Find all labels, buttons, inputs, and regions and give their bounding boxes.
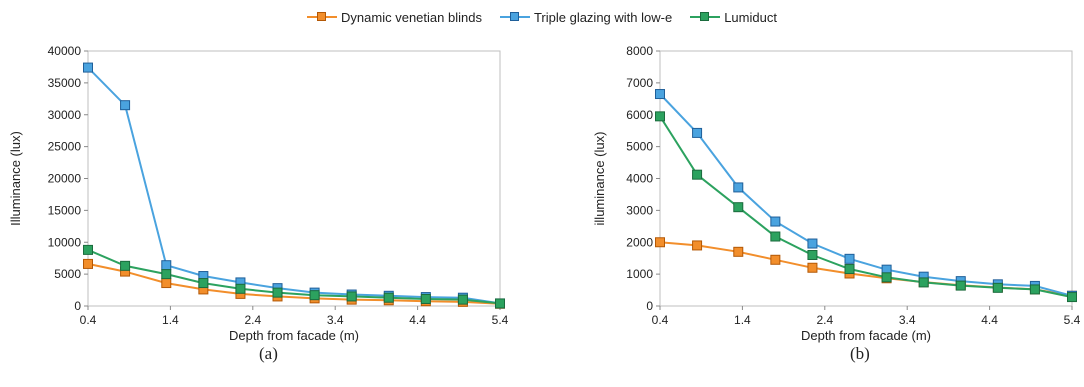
y-tick-label: 30000 — [48, 108, 82, 122]
y-tick-label: 1000 — [626, 267, 653, 281]
data-point — [844, 253, 855, 264]
y-tick-label: 25000 — [48, 140, 82, 154]
data-point — [83, 258, 93, 269]
data-point — [770, 254, 781, 265]
y-tick-label: 3000 — [626, 203, 653, 217]
legend-item-lumiduct: Lumiduct — [690, 10, 777, 25]
data-point — [881, 272, 892, 283]
data-point — [420, 293, 431, 304]
data-point — [457, 294, 468, 305]
legend-item-dynamic-venetian-blinds: Dynamic venetian blinds — [307, 10, 482, 25]
plot-frame — [659, 50, 1073, 307]
data-point — [1067, 292, 1077, 303]
data-point — [770, 216, 781, 227]
legend: Dynamic venetian blinds Triple glazing w… — [0, 6, 1084, 28]
x-tick-label: 1.4 — [162, 313, 179, 327]
panel-label-b: (b) — [850, 344, 870, 363]
data-point — [120, 100, 131, 111]
x-tick-label: 3.4 — [327, 313, 344, 327]
data-point — [309, 290, 320, 301]
y-tick-label: 5000 — [626, 140, 653, 154]
data-point — [692, 169, 703, 180]
data-point — [807, 250, 818, 260]
data-point — [272, 287, 283, 298]
data-point — [844, 264, 855, 275]
legend-label: Triple glazing with low-e — [533, 9, 673, 25]
series-line — [87, 248, 501, 305]
series-line — [659, 115, 1073, 299]
y-tick-label: 2000 — [626, 235, 653, 249]
data-point — [83, 62, 93, 73]
y-tick-label: 0 — [74, 299, 81, 313]
data-point — [161, 269, 172, 280]
data-point — [655, 89, 665, 100]
legend-swatch-orange — [307, 11, 338, 23]
x-tick-label: 0.4 — [652, 313, 669, 327]
series-line — [659, 93, 1073, 297]
x-tick-label: 4.4 — [981, 313, 998, 327]
y-tick-label: 15000 — [48, 203, 82, 217]
data-point — [733, 182, 744, 193]
legend-item-triple-glazing: Triple glazing with low-e — [499, 9, 673, 25]
y-tick-label: 35000 — [48, 76, 82, 90]
series-line — [87, 262, 501, 305]
y-tick-label: 40000 — [48, 44, 82, 58]
data-point — [733, 246, 744, 257]
legend-label: Lumiduct — [724, 9, 777, 25]
y-tick-label: 5000 — [54, 267, 81, 281]
y-tick-label: 10000 — [48, 235, 82, 249]
data-point — [955, 280, 966, 291]
y-tick-label: 0 — [646, 299, 653, 313]
x-tick-label: 3.4 — [899, 313, 916, 327]
data-point — [807, 262, 818, 273]
y-tick-label: 20000 — [48, 172, 82, 186]
data-point — [918, 277, 929, 288]
data-point — [692, 240, 703, 251]
legend-swatch-blue — [499, 11, 530, 23]
x-tick-label: 2.4 — [816, 313, 833, 327]
y-tick-label: 6000 — [626, 108, 653, 122]
data-point — [992, 282, 1003, 293]
data-point — [1029, 284, 1040, 295]
data-point — [346, 291, 357, 302]
data-point — [692, 127, 703, 138]
x-tick-label: 5.4 — [492, 313, 509, 327]
data-point — [120, 260, 131, 271]
data-point — [655, 237, 665, 248]
x-tick-label: 0.4 — [80, 313, 97, 327]
x-axis-label: Depth from facade (m) — [801, 328, 931, 343]
x-tick-label: 5.4 — [1064, 313, 1081, 327]
x-axis-label: Depth from facade (m) — [229, 328, 359, 343]
legend-swatch-green — [690, 11, 721, 23]
x-tick-label: 2.4 — [244, 313, 261, 327]
x-tick-label: 1.4 — [734, 313, 751, 327]
data-point — [235, 283, 246, 294]
data-point — [770, 231, 781, 242]
data-point — [807, 238, 818, 249]
panel-label-a: (a) — [259, 344, 278, 363]
data-point — [83, 244, 93, 255]
x-tick-label: 4.4 — [409, 313, 426, 327]
y-tick-label: 4000 — [626, 172, 653, 186]
y-tick-label: 7000 — [626, 76, 653, 90]
y-tick-label: 8000 — [626, 44, 653, 58]
data-point — [655, 111, 665, 122]
data-point — [733, 202, 744, 213]
data-point — [495, 298, 505, 309]
y-axis-label: illuminance (lux) — [592, 132, 607, 226]
legend-label: Dynamic venetian blinds — [341, 9, 482, 25]
data-point — [198, 278, 209, 289]
data-point — [383, 292, 394, 303]
y-axis-label: Illuminance (lux) — [8, 131, 23, 226]
series-line — [87, 66, 501, 305]
